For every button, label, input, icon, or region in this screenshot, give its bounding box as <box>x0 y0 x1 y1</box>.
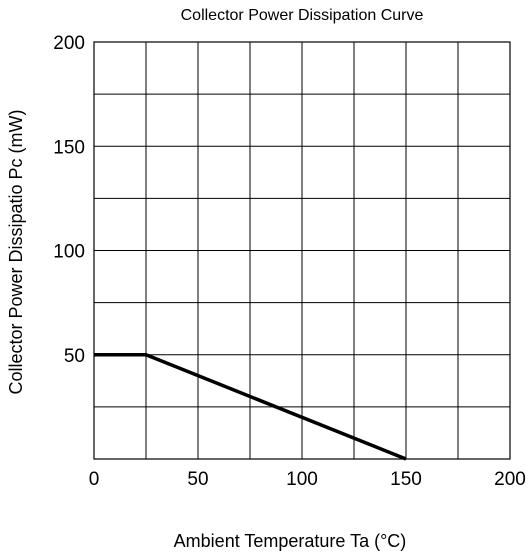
grid <box>93 41 511 460</box>
plot-frame <box>93 41 511 460</box>
y-tick-label: 200 <box>53 33 85 54</box>
x-tick-label: 200 <box>494 469 526 490</box>
x-tick-labels: 0 50 100 150 200 <box>89 469 526 490</box>
power-derating-line <box>94 353 407 461</box>
x-tick-label: 100 <box>286 469 318 490</box>
x-axis-label: Ambient Temperature Ta (°C) <box>174 531 407 551</box>
y-tick-label: 50 <box>64 346 85 367</box>
y-tick-label: 100 <box>53 242 85 263</box>
x-tick-label: 0 <box>89 469 100 490</box>
y-tick-label: 150 <box>53 137 85 158</box>
series-group <box>94 353 407 461</box>
y-tick-labels: 50 100 150 200 <box>53 33 85 367</box>
y-axis-label: Collector Power Dissipatio Pc (mW) <box>6 109 26 394</box>
x-tick-label: 50 <box>187 469 208 490</box>
x-tick-label: 150 <box>390 469 422 490</box>
chart-title: Collector Power Dissipation Curve <box>181 7 424 24</box>
